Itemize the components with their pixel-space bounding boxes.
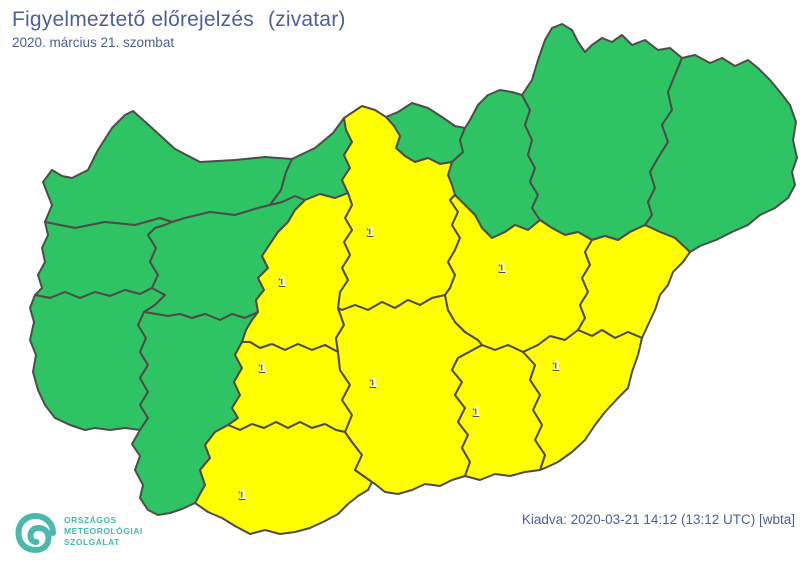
- warning-label-shadow: 1: [278, 274, 286, 290]
- warning-label: 1: [553, 357, 561, 373]
- county-csongrad[interactable]: [451, 344, 546, 481]
- header: Figyelmeztető előrejelzés (zivatar) 2020.…: [12, 8, 346, 50]
- warning-label-shadow: 1: [366, 224, 374, 240]
- logo-line-3: SZOLGÁLAT: [64, 537, 120, 547]
- page-subtitle: 2020. március 21. szombat: [12, 35, 175, 50]
- omsz-logo-graphic: ORSZÁGOS METEOROLÓGIAI SZOLGÁLAT: [15, 512, 143, 554]
- logo-line-1: ORSZÁGOS: [64, 515, 117, 525]
- warning-label-shadow: 1: [498, 260, 506, 276]
- warning-label: 1: [473, 403, 481, 419]
- title-qualifier: (zivatar): [267, 8, 346, 31]
- title-text: Figyelmeztető előrejelzés: [12, 8, 254, 31]
- county-baranya[interactable]: [194, 421, 373, 535]
- page-title: Figyelmeztető előrejelzés (zivatar): [12, 8, 346, 32]
- warning-label-shadow: 1: [238, 487, 246, 503]
- warning-label-shadow: 1: [472, 404, 480, 420]
- warning-label-shadow: 1: [369, 375, 377, 391]
- warning-label-shadow: 1: [258, 360, 266, 376]
- county-hajdu-bihar[interactable]: [577, 224, 691, 339]
- warning-label: 1: [499, 259, 507, 275]
- logo-line-2: METEOROLÓGIAI: [64, 525, 143, 536]
- warning-label: 1: [279, 273, 287, 289]
- warning-label: 1: [367, 223, 375, 239]
- warning-label: 1: [370, 374, 378, 390]
- warning-label: 1: [259, 359, 267, 375]
- county-szabolcs-szatmar-bereg[interactable]: [644, 54, 798, 253]
- cyclone-spiral-icon: [15, 512, 56, 554]
- omsz-logo: ORSZÁGOS METEOROLÓGIAI SZOLGÁLAT: [14, 508, 214, 560]
- county-tolna[interactable]: [227, 341, 353, 433]
- warning-label: 1: [239, 486, 247, 502]
- warning-label-shadow: 1: [552, 358, 560, 374]
- issued-timestamp: Kiadva: 2020-03-21 14:12 (13:12 UTC) [wb…: [521, 512, 795, 527]
